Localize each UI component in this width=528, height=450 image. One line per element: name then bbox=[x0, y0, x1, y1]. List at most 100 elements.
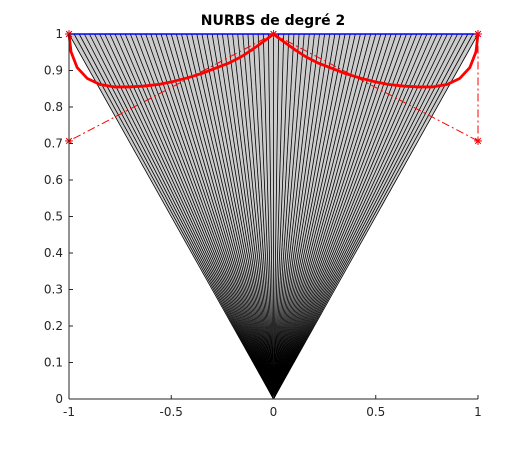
fan-ray bbox=[89, 33, 274, 400]
fan-ray bbox=[273, 33, 387, 400]
fan-ray bbox=[273, 33, 310, 400]
fan-ray bbox=[273, 33, 315, 400]
fan-ray bbox=[201, 33, 274, 400]
fan-ray bbox=[211, 33, 274, 400]
fan-ray bbox=[216, 33, 274, 400]
fan-ray bbox=[273, 33, 458, 400]
y-tick-label: 0.2 bbox=[44, 319, 63, 333]
fan-ray bbox=[252, 33, 274, 400]
fan-ray bbox=[262, 33, 274, 400]
fan-ray bbox=[273, 33, 448, 400]
fan-ray bbox=[221, 33, 274, 400]
fan-ray bbox=[273, 33, 372, 400]
nurbs-curve-line bbox=[67, 32, 480, 89]
fan-ray bbox=[273, 33, 412, 400]
fan-ray bbox=[267, 33, 274, 400]
fan-ray bbox=[175, 33, 274, 400]
fan-ray bbox=[273, 33, 336, 400]
fan-ray bbox=[191, 33, 274, 400]
fan-ray bbox=[242, 33, 274, 400]
fan-ray bbox=[273, 33, 341, 400]
x-tick-label: -1 bbox=[63, 405, 75, 419]
y-tick-label: 0.4 bbox=[44, 246, 63, 260]
fan-ray bbox=[160, 33, 274, 400]
fan-ray bbox=[257, 33, 274, 400]
y-tick-label: 0.7 bbox=[44, 137, 63, 151]
fan-ray bbox=[124, 33, 274, 400]
fan-ray bbox=[94, 33, 274, 400]
y-tick-label: 1 bbox=[55, 27, 63, 41]
fan-ray bbox=[273, 33, 453, 400]
fan-ray bbox=[68, 33, 274, 400]
fan-ray bbox=[119, 33, 274, 400]
fan-ray bbox=[273, 33, 285, 400]
fan-ray bbox=[273, 33, 290, 400]
fan-ray bbox=[273, 33, 433, 400]
y-tick-label: 0.8 bbox=[44, 100, 63, 114]
fan-ray bbox=[273, 33, 346, 400]
fan-ray bbox=[273, 33, 443, 400]
fan-ray bbox=[273, 33, 464, 400]
fan-ray bbox=[273, 33, 280, 400]
y-tick-label: 0.5 bbox=[44, 210, 63, 224]
y-tick-label: 0.3 bbox=[44, 283, 63, 297]
fan-ray bbox=[206, 33, 274, 400]
fan-ray bbox=[140, 33, 274, 400]
fan-ray bbox=[109, 33, 274, 400]
fan-ray bbox=[273, 33, 305, 400]
fan-ray bbox=[155, 33, 274, 400]
axes: -1 -0.5 0 0.5 1 0 0.1 0.2 0.3 0.4 0.5 0.6 0.7 0.8 0.9 1 bbox=[44, 27, 482, 419]
fan-ray bbox=[273, 33, 474, 400]
fan-ray bbox=[99, 33, 274, 400]
y-tick-label: 0 bbox=[55, 392, 63, 406]
y-tick-label: 0.9 bbox=[44, 64, 63, 78]
fan-ray bbox=[273, 33, 361, 400]
y-tick-label: 0.1 bbox=[44, 356, 63, 370]
plot-area bbox=[65, 30, 482, 400]
fan-ray bbox=[232, 33, 274, 400]
fan-ray bbox=[273, 33, 438, 400]
fan-ray bbox=[186, 33, 274, 400]
fan-ray bbox=[104, 33, 274, 400]
fan-ray bbox=[273, 33, 418, 400]
fan-ray bbox=[273, 33, 428, 400]
fan-ray bbox=[273, 33, 469, 400]
fan-ray bbox=[247, 33, 274, 400]
fan-ray bbox=[273, 33, 295, 400]
x-tick-label: 0.5 bbox=[366, 405, 385, 419]
fan-ray bbox=[129, 33, 274, 400]
fan-ray bbox=[196, 33, 274, 400]
fan-ray bbox=[273, 33, 382, 400]
fan-ray bbox=[227, 33, 274, 400]
fan-ray bbox=[135, 33, 274, 400]
fan-ray bbox=[273, 33, 423, 400]
fan-ray bbox=[273, 33, 320, 400]
x-tick-label: 0 bbox=[270, 405, 278, 419]
fan-ray bbox=[150, 33, 274, 400]
y-tick-label: 0.6 bbox=[44, 173, 63, 187]
fan-ray bbox=[83, 33, 274, 400]
fan-ray bbox=[273, 33, 397, 400]
fan-ray bbox=[181, 33, 274, 400]
fan-ray bbox=[237, 33, 274, 400]
fan-ray bbox=[114, 33, 274, 400]
fan-ray bbox=[273, 33, 402, 400]
control-polygon-marker bbox=[474, 136, 482, 145]
x-tick-label: -0.5 bbox=[160, 405, 183, 419]
fan-ray bbox=[78, 33, 274, 400]
fan-ray bbox=[273, 33, 351, 400]
fan-ray bbox=[170, 33, 274, 400]
chart-title: NURBS de degré 2 bbox=[201, 13, 345, 29]
fan-ray bbox=[273, 33, 479, 400]
fan-ray bbox=[73, 33, 274, 400]
fan-ray bbox=[273, 33, 356, 400]
fan-ray bbox=[165, 33, 274, 400]
control-polygon-marker-stroke bbox=[474, 137, 482, 145]
fan-ray bbox=[273, 33, 392, 400]
fan-ray bbox=[273, 33, 377, 400]
fan-ray bbox=[273, 33, 331, 400]
fan-ray bbox=[273, 33, 366, 400]
fan-ray bbox=[273, 33, 326, 400]
x-tick-label: 1 bbox=[474, 405, 482, 419]
